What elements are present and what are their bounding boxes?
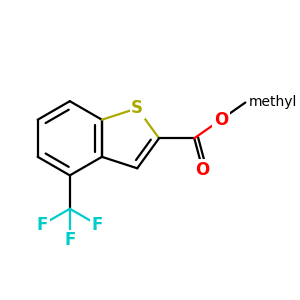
Text: O: O — [214, 111, 228, 129]
Text: F: F — [64, 231, 76, 249]
Text: F: F — [92, 215, 103, 233]
Text: S: S — [131, 99, 143, 117]
Text: F: F — [37, 215, 48, 233]
Text: methyl: methyl — [248, 94, 297, 109]
Text: O: O — [196, 161, 210, 179]
